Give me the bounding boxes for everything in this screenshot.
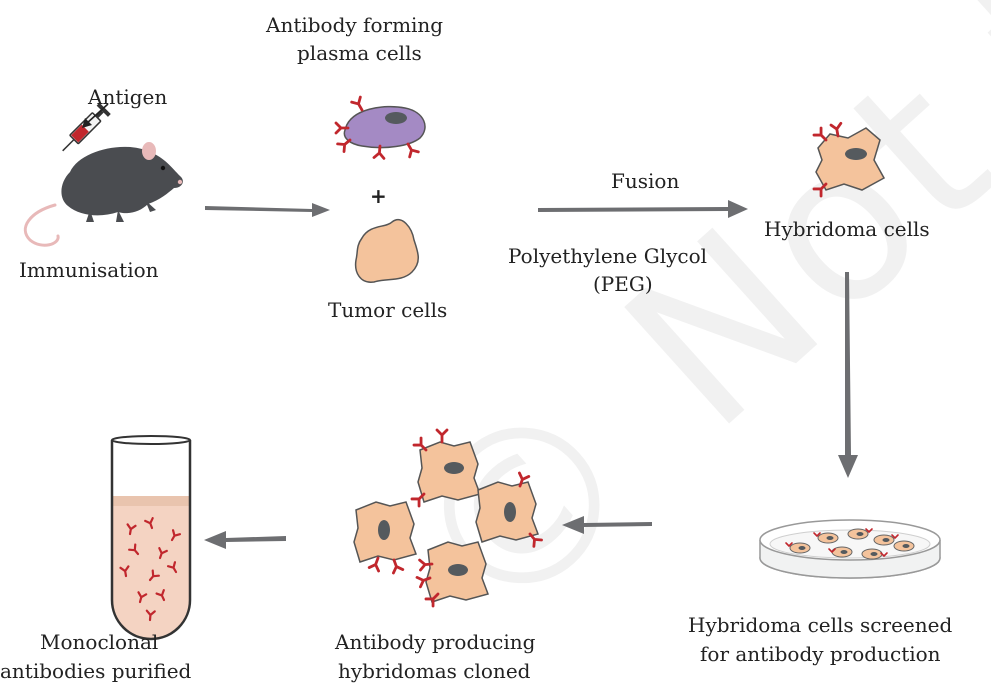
plus-sign: + [370,184,387,208]
cloned-hybridoma-cell [410,428,481,508]
tumor-cells-label: Tumor cells [328,298,448,322]
arrow-immunisation-to-cells [205,203,330,217]
antigen-pointer-arrow [82,103,109,128]
purified-label-line1: Monoclonal [40,630,159,654]
syringe-icon [62,102,111,152]
cloned-label-line1: Antibody producing [335,630,536,654]
fusion-label: Fusion [611,169,680,193]
plasma-cells-label-line2: plasma cells [297,41,422,65]
petri-dish [759,519,941,579]
peg-label-line1: Polyethylene Glycol [508,244,708,268]
antigen-label: Antigen [88,85,168,109]
plasma-cell [334,95,426,160]
arrow-down-to-screening [838,272,858,478]
immunisation-label: Immunisation [19,258,159,282]
arrow-screening-to-clones [562,516,652,534]
peg-label-line2: (PEG) [593,272,653,296]
mouse-illustration [23,142,183,247]
plasma-cells-label-line1: Antibody forming [266,13,444,37]
screened-label-line2: for antibody production [700,642,941,666]
test-tube [110,435,192,641]
cloned-hybridoma-cell [415,541,489,608]
purified-label-line2: antibodies purified [0,659,192,683]
tumor-cell [354,219,419,283]
arrow-fusion [538,200,748,218]
arrow-clones-to-purification [204,531,286,549]
cloned-hybridoma-cell [475,471,543,548]
hybridoma-cells-label: Hybridoma cells [764,217,930,241]
cloned-label-line2: hybridomas cloned [338,659,531,683]
cloned-hybridoma-cell [353,501,417,575]
screened-label-line1: Hybridoma cells screened [688,613,953,637]
hybridoma-cell [812,121,886,198]
